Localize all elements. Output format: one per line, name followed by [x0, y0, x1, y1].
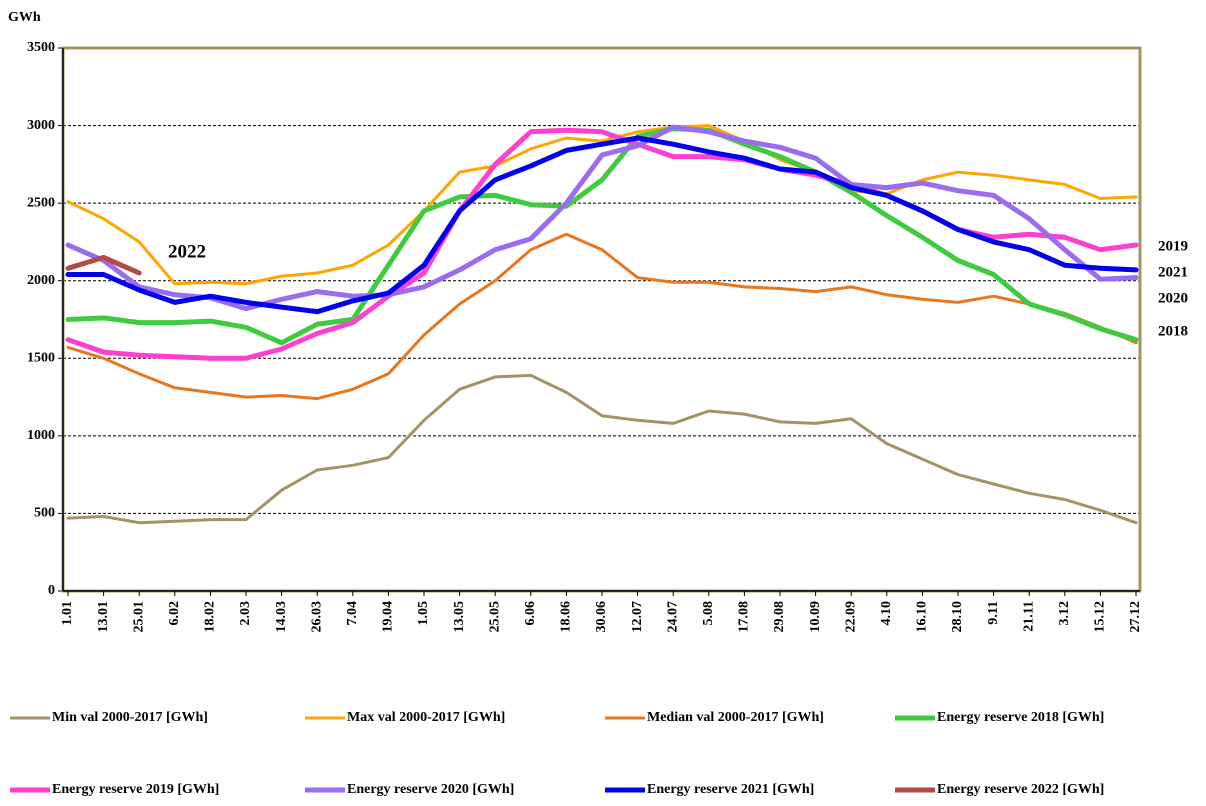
- series-line: [66, 373, 1138, 525]
- legend-label: Max val 2000-2017 [GWh]: [347, 710, 505, 725]
- x-tick-label: 17.08: [737, 601, 752, 633]
- x-tick-label: 9.11: [986, 601, 1001, 625]
- annotation: 2022: [168, 241, 206, 262]
- legend-label: Min val 2000-2017 [GWh]: [52, 710, 208, 725]
- x-tick-label: 18.02: [203, 601, 218, 633]
- x-tick-label: 21.11: [1021, 601, 1036, 632]
- series-line: [65, 135, 1139, 315]
- legend-label: Energy reserve 2018 [GWh]: [937, 710, 1104, 725]
- x-tick-label: 26.03: [309, 601, 324, 633]
- y-tick-label: 500: [34, 506, 55, 521]
- x-tick-label: 27.12: [1128, 601, 1143, 633]
- x-tick-label: 19.04: [381, 601, 396, 633]
- annotation: 2021: [1158, 264, 1188, 280]
- x-tick-label: 14.03: [274, 601, 289, 633]
- y-tick-label: 3000: [27, 118, 55, 133]
- legend-label: Energy reserve 2022 [GWh]: [937, 782, 1104, 797]
- y-tick-label: 3500: [27, 40, 55, 55]
- x-tick-label: 22.09: [843, 601, 858, 633]
- y-tick-label: 1500: [27, 351, 55, 366]
- x-tick-label: 12.07: [630, 601, 645, 633]
- x-tick-label: 6.06: [523, 601, 538, 626]
- x-tick-label: 16.10: [915, 601, 930, 633]
- annotation: 2019: [1158, 238, 1188, 254]
- legend-label: Energy reserve 2019 [GWh]: [52, 782, 219, 797]
- legend-label: Median val 2000-2017 [GWh]: [647, 710, 824, 725]
- x-tick-label: 4.10: [879, 601, 894, 626]
- x-tick-label: 1.01: [60, 601, 75, 626]
- x-tick-label: 13.05: [452, 601, 467, 633]
- x-tick-label: 5.08: [701, 601, 716, 626]
- y-tick-label: 2000: [27, 273, 55, 288]
- annotation: 2020: [1158, 290, 1188, 306]
- x-tick-label: 10.09: [808, 601, 823, 633]
- y-tick-label: 0: [48, 583, 55, 598]
- series-line: [66, 124, 1138, 286]
- x-tick-label: 25.05: [487, 601, 502, 633]
- x-tick-label: 3.12: [1057, 601, 1072, 626]
- series-line: [65, 254, 142, 276]
- x-tick-label: 2.03: [238, 601, 253, 626]
- x-tick-label: 30.06: [594, 601, 609, 633]
- y-axis-label: GWh: [8, 10, 41, 25]
- x-tick-label: 1.05: [416, 601, 431, 626]
- legend-label: Energy reserve 2021 [GWh]: [647, 782, 814, 797]
- y-tick-label: 1000: [27, 428, 55, 443]
- x-tick-label: 18.06: [559, 601, 574, 633]
- x-tick-label: 15.12: [1093, 601, 1108, 633]
- x-tick-label: 25.01: [131, 601, 146, 633]
- annotation: 2018: [1158, 323, 1188, 339]
- legend-label: Energy reserve 2020 [GWh]: [347, 782, 514, 797]
- series-line: [65, 126, 1139, 346]
- x-tick-label: 13.01: [96, 601, 111, 633]
- series-line: [65, 124, 1139, 312]
- y-tick-label: 2500: [27, 195, 55, 210]
- x-tick-label: 29.08: [772, 601, 787, 633]
- x-tick-label: 7.04: [345, 601, 360, 626]
- x-tick-label: 24.07: [665, 601, 680, 633]
- x-tick-label: 28.10: [950, 601, 965, 633]
- x-tick-label: 6.02: [167, 601, 182, 626]
- series-line: [66, 232, 1138, 401]
